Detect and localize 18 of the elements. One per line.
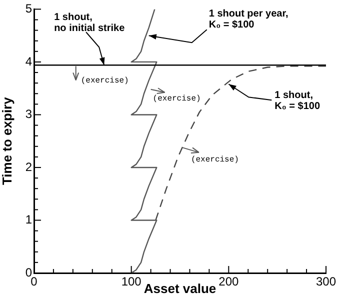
x-axis-title: Asset value (144, 280, 216, 296)
annotation: (exercise) (152, 94, 201, 104)
y-tick-label: 4 (25, 54, 32, 68)
y-tick-label: 2 (25, 160, 32, 174)
y-tick-label: 1 (25, 212, 32, 227)
annotation: 1 shout per year, K₀ = $100 (208, 8, 289, 30)
x-tick-label: 200 (218, 274, 239, 289)
annotation: (exercise) (190, 156, 239, 165)
annotation: 1 shout, K₀ = $100 (274, 90, 320, 112)
annotation: (exercise) (80, 76, 129, 86)
y-tick-label: 5 (25, 2, 32, 16)
y-tick-label: 0 (25, 265, 32, 280)
x-tick-label: 300 (316, 274, 336, 289)
y-tick-label: 3 (25, 107, 32, 122)
y-axis-title: Time to expiry (0, 96, 14, 186)
line-series (155, 66, 326, 221)
annotation: 1 shout, no initial strike (54, 12, 126, 34)
x-tick-label: 100 (121, 274, 142, 289)
